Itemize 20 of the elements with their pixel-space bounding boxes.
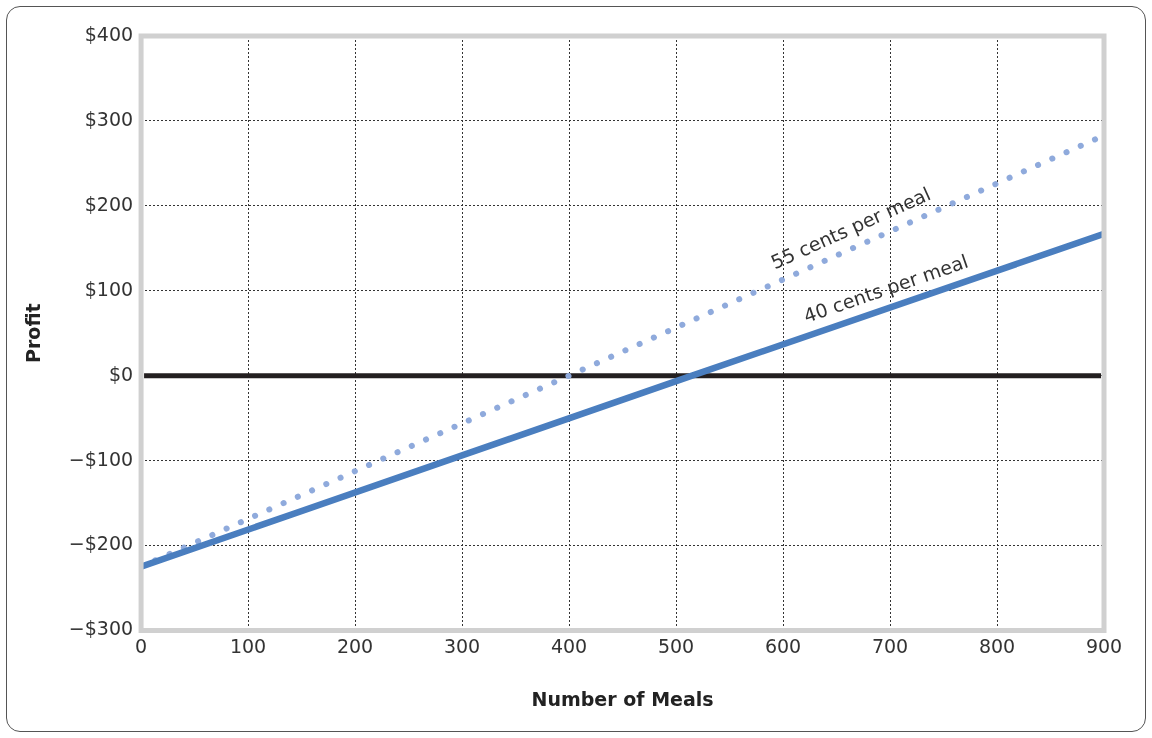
x-tick-label: 200 — [336, 634, 374, 657]
y-tick-label: $0 — [108, 362, 134, 385]
y-tick-label: $200 — [84, 192, 134, 215]
x-tick-label: 300 — [443, 634, 481, 657]
x-tick-label: 0 — [135, 634, 148, 657]
y-tick-label: $100 — [84, 277, 134, 300]
y-tick-label: −$200 — [68, 532, 134, 555]
y-tick-label: −$300 — [68, 617, 134, 640]
y-tick-label: −$100 — [68, 447, 134, 470]
x-axis-title: Number of Meals — [531, 687, 714, 710]
x-tick-label: 400 — [550, 634, 588, 657]
y-axis-title: Profit — [22, 303, 45, 363]
y-tick-label: $300 — [84, 107, 134, 130]
x-tick-label: 100 — [229, 634, 267, 657]
y-tick-label: $400 — [84, 22, 134, 45]
x-tick-label: 900 — [1085, 634, 1123, 657]
x-tick-label: 800 — [978, 634, 1016, 657]
x-tick-label: 700 — [871, 634, 909, 657]
x-tick-label: 500 — [657, 634, 695, 657]
x-tick-label: 600 — [764, 634, 802, 657]
